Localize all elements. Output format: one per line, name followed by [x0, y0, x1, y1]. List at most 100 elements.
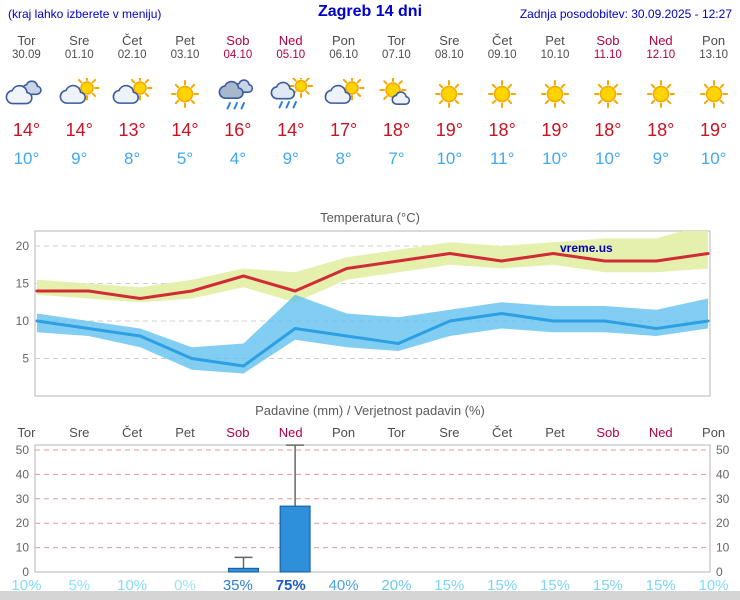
day-low-temp: 10° [595, 149, 621, 168]
sunny-icon [476, 77, 529, 111]
day-low-temp: 9° [652, 149, 669, 168]
precip-day-label: Pon [332, 425, 356, 440]
day-date: 04.10 [223, 49, 253, 61]
day-column: Čet 09.10 18° 11° [476, 33, 529, 169]
day-low-temp: 10° [542, 149, 568, 168]
day-name: Sre [69, 33, 90, 48]
day-column: Sob 11.10 18° 10° [581, 33, 634, 169]
day-name: Tor [387, 33, 406, 48]
day-low-temp: 10° [13, 149, 40, 168]
svg-text:15: 15 [16, 277, 30, 291]
svg-text:40: 40 [16, 467, 30, 481]
precip-probability: 35% [222, 577, 253, 594]
cloudy-icon [0, 77, 53, 111]
precip-day-label: Pon [702, 425, 726, 440]
precip-probability: 20% [381, 577, 412, 594]
day-high-temp: 13° [118, 120, 146, 140]
day-name: Čet [492, 33, 513, 48]
day-high-temp: 14° [12, 120, 41, 140]
precipitation-chart: 0 0 10 10 20 20 30 30 40 40 50 50 [0, 440, 740, 585]
partly-cloudy-icon [106, 77, 159, 111]
day-name: Ned [648, 33, 673, 48]
location-menu-note: (kraj lahko izberete v meniju) [8, 7, 162, 21]
day-column: Sob 04.10 16° 4° [211, 33, 264, 169]
day-date: 06.10 [329, 49, 358, 61]
day-column: Pet 03.10 14° 5° [159, 33, 212, 169]
day-column: Sre 01.10 14° 9° [53, 33, 106, 169]
precip-day-label: Pet [175, 425, 195, 440]
day-high-temp: 14° [277, 120, 305, 140]
day-high-temp: 14° [65, 120, 93, 140]
precip-day-label: Sre [69, 425, 90, 440]
day-column: Pon 06.10 17° 8° [317, 33, 370, 169]
day-high-temp: 18° [594, 120, 622, 140]
day-high-temp: 16° [224, 120, 252, 140]
day-name: Pet [175, 33, 195, 48]
day-date: 01.10 [64, 49, 94, 61]
day-date: 05.10 [276, 49, 306, 61]
day-low-temp: 8° [335, 149, 352, 168]
day-column: Tor 07.10 18° 7° [370, 33, 423, 169]
day-name: Čet [122, 33, 143, 48]
precipitation-chart-svg: 0 0 10 10 20 20 30 30 40 40 50 50 [16, 443, 730, 579]
day-date: 09.10 [487, 49, 517, 61]
day-date: 30.09 [12, 49, 41, 61]
svg-text:20: 20 [16, 239, 30, 253]
day-high-temp: 18° [647, 120, 675, 140]
precipitation-probability-row: 10% 5% 10% 0% 35% 75% 40% 20% 15% 15% 15% 15% 15% 10% [0, 577, 740, 594]
rain-icon [211, 77, 264, 111]
mostly-sunny-icon [370, 77, 423, 111]
svg-text:40: 40 [716, 467, 730, 481]
day-column: Sre 08.10 19° 10° [423, 33, 476, 169]
precipitation-chart-title: Padavine (mm) / Verjetnost padavin (%) [255, 403, 485, 418]
day-high-temp: 18° [382, 120, 411, 140]
sunny-icon [159, 77, 212, 111]
day-name: Sob [226, 33, 250, 48]
day-low-temp: 4° [229, 149, 246, 168]
page-title: Zagreb 14 dni [317, 3, 423, 20]
day-high-temp: 17° [329, 120, 358, 140]
precip-probability: 15% [645, 577, 676, 594]
day-column: Ned 05.10 14° 9° [264, 33, 317, 169]
partly-cloudy-icon [53, 77, 106, 111]
day-low-temp: 9° [71, 149, 88, 168]
svg-text:20: 20 [716, 516, 730, 530]
day-column: Pet 10.10 19° 10° [529, 33, 582, 169]
day-high-temp: 19° [699, 120, 728, 140]
sunny-icon [687, 77, 740, 111]
precip-probability: 0% [174, 577, 196, 594]
day-date: 12.10 [646, 49, 676, 61]
day-name: Pet [545, 33, 565, 48]
precip-probability: 15% [487, 577, 518, 594]
svg-text:30: 30 [16, 492, 30, 506]
horizontal-scrollbar[interactable] [0, 591, 740, 600]
svg-text:10: 10 [16, 314, 30, 328]
precip-probability: 75% [275, 577, 306, 594]
day-column: Pon 13.10 19° 10° [687, 33, 740, 169]
day-date: 03.10 [170, 49, 200, 61]
temperature-chart-svg: 5 10 15 20 vreme.us [16, 230, 711, 397]
day-date: 07.10 [382, 49, 411, 61]
precip-day-label: Sob [226, 425, 250, 440]
day-name: Pon [702, 33, 726, 48]
svg-text:50: 50 [16, 443, 30, 457]
temperature-chart: 5 10 15 20 vreme.us [0, 228, 740, 408]
day-name: Tor [17, 33, 36, 48]
precip-day-label: Ned [278, 425, 303, 440]
precip-probability: 15% [434, 577, 465, 594]
svg-text:10: 10 [16, 541, 30, 555]
precip-day-label: Čet [492, 425, 513, 440]
last-update-timestamp: Zadnja posodobitev: 30.09.2025 - 12:27 [519, 7, 732, 21]
day-name: Sob [596, 33, 620, 48]
day-low-temp: 11° [489, 149, 515, 168]
day-column: Tor 30.09 14° 10° [0, 33, 53, 169]
precip-probability: 10% [117, 577, 148, 594]
sun-showers-icon [264, 77, 317, 111]
day-date: 10.10 [540, 49, 570, 61]
day-high-temp: 19° [435, 120, 463, 140]
forecast-day-strip: Tor 30.09 14° 10° Sre 01.10 14° 9° Čet 02.10 13° 8°… [0, 33, 740, 169]
svg-text:30: 30 [716, 492, 730, 506]
svg-text:50: 50 [716, 443, 730, 457]
sunny-icon [634, 77, 687, 111]
